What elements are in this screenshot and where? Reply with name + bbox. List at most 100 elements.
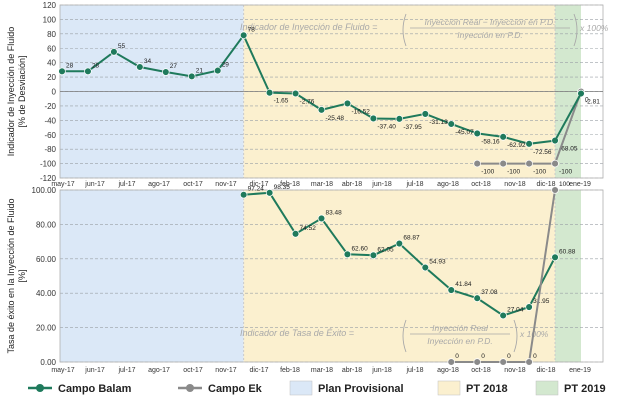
data-label: 28 (92, 62, 100, 69)
balam-data-point (473, 294, 481, 302)
x-tick-label: dic-18 (536, 367, 555, 374)
x-tick-label: jun-18 (371, 367, 392, 374)
x-tick-label: ago-17 (148, 181, 170, 188)
balam-data-point (499, 311, 507, 320)
balam-data-point (239, 31, 248, 40)
data-label: 29 (222, 62, 230, 69)
balam-data-point (265, 88, 274, 97)
legend-swatch-marker (36, 384, 44, 392)
data-label: 62.60 (351, 245, 368, 252)
y-tick-label: 80 (47, 30, 56, 39)
data-label: -58.16 (481, 138, 500, 145)
x-tick-label: jun-18 (371, 181, 392, 188)
y-tick-label: -100 (40, 160, 57, 169)
legend: Campo Balam Campo Ek Plan Provisional PT 20… (28, 380, 606, 396)
plot-frame (59, 189, 604, 363)
data-label: 0 (481, 353, 485, 360)
data-label: -16.52 (351, 108, 370, 115)
formula-numerator: Inyección Real (432, 323, 489, 333)
balam-data-point (447, 286, 456, 294)
y-tick-label: 20.00 (36, 324, 57, 333)
balam-data-point (317, 106, 326, 114)
data-label: 0 (533, 353, 537, 360)
x-tick-label: jun-17 (84, 367, 105, 374)
x-tick-label: ago-18 (437, 367, 459, 374)
data-label: 97.24 (248, 186, 265, 193)
x-tick-label: ago-17 (148, 367, 170, 374)
balam-data-point (58, 67, 66, 76)
data-label: -100 (481, 169, 494, 176)
y-tick-label: -20 (44, 102, 56, 111)
data-label: 41.84 (455, 281, 472, 288)
balam-data-point (188, 72, 196, 81)
data-label: 0 (507, 353, 511, 360)
balam-data-point (369, 114, 378, 123)
balam-series-line (554, 93, 582, 142)
balam-data-point (265, 189, 274, 197)
balam-data-point (421, 263, 430, 272)
legend-swatch-box (289, 380, 313, 396)
y-tick-label: 0 (52, 88, 57, 97)
ek-data-point (551, 159, 559, 168)
balam-data-point (369, 251, 378, 260)
formula-denominator: Inyección en P.D. (457, 30, 523, 40)
legend-label: Plan Provisional (318, 383, 404, 395)
data-label: 68.87 (403, 235, 420, 242)
period-band (555, 190, 581, 362)
data-label: 54.93 (429, 259, 446, 266)
y-tick-label: 60.00 (36, 255, 57, 264)
x-tick-label: nov-17 (215, 181, 237, 188)
ek-data-point (447, 358, 456, 366)
balam-data-point (343, 99, 352, 108)
data-label: 27.04 (507, 306, 524, 313)
ek-data-point (525, 358, 533, 366)
data-label: 78 (248, 26, 256, 33)
data-label: -62.92 (507, 142, 526, 149)
balam-data-point (291, 89, 300, 98)
x-tick-label: oct-18 (471, 367, 491, 374)
data-label: -45.07 (455, 129, 474, 136)
balam-data-point (525, 140, 533, 148)
y-tick-label: -80 (44, 145, 56, 154)
legend-label: PT 2019 (564, 383, 606, 395)
data-label: 62.05 (377, 246, 394, 253)
x-tick-label: jun-17 (84, 181, 105, 188)
data-label: 74.52 (300, 225, 317, 232)
x-tick-label: jul-17 (117, 367, 135, 374)
period-band (60, 190, 244, 362)
x-tick-label: dic-18 (536, 181, 555, 188)
y-tick-label: 20 (47, 73, 56, 82)
data-label: 83.48 (326, 209, 343, 216)
balam-data-point (317, 214, 326, 223)
x-tick-label: jul-18 (405, 367, 423, 374)
x-tick-label: ago-18 (437, 181, 459, 188)
balam-data-point (473, 129, 481, 138)
legend-label: Campo Balam (58, 383, 132, 395)
data-label: 55 (118, 43, 126, 50)
data-label: 98.35 (274, 184, 291, 191)
balam-data-point (291, 230, 300, 238)
x-tick-label: nov-17 (215, 367, 237, 374)
data-label: -68.05 (559, 146, 578, 153)
period-band (243, 190, 556, 362)
y-tick-label: 0.00 (40, 358, 56, 367)
x-tick-label: mar-18 (311, 367, 333, 374)
x-tick-label: ene-19 (569, 181, 591, 188)
legend-label: Campo Ek (208, 383, 263, 395)
ek-data-point (499, 358, 507, 366)
x-tick-label: oct-18 (471, 181, 491, 188)
balam-data-point (395, 239, 404, 248)
formula-denominator: Inyección en P.D. (427, 336, 493, 346)
data-label: -100 (507, 169, 520, 176)
data-label: 60.88 (559, 248, 576, 255)
legend-swatch-marker (186, 384, 194, 392)
data-label: 31.95 (533, 298, 550, 305)
x-tick-label: oct-17 (183, 181, 203, 188)
x-tick-label: may-17 (51, 367, 74, 374)
data-label: -100 (533, 169, 546, 176)
x-tick-label: dic-17 (249, 367, 268, 374)
data-label: -72.56 (533, 149, 552, 156)
x-tick-label: may-17 (51, 181, 74, 188)
data-label: -37.40 (377, 123, 396, 130)
